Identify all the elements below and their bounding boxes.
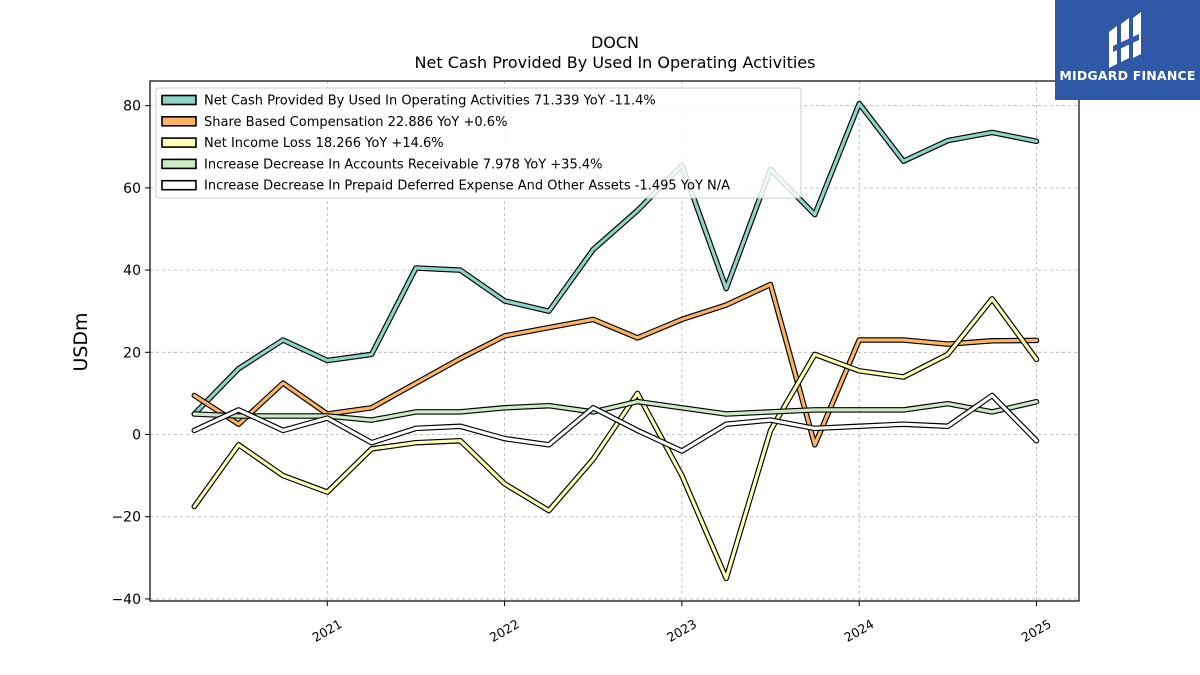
legend-item: Share Based Compensation 22.886 YoY +0.6… [161,115,507,130]
y-tick-label: 80 [123,99,141,115]
chart-title: DOCN [591,33,639,52]
legend-label: Increase Decrease In Prepaid Deferred Ex… [204,179,730,194]
x-axis: 2021 2022 2023 2024 2025 [310,601,1054,645]
legend-swatch [161,116,197,127]
x-tick-label: 2021 [310,616,345,645]
series-line [192,297,1039,581]
brand-logo: MIDGARD FINANCE [1055,0,1200,100]
y-tick-label: 60 [123,181,141,197]
series-lines [191,100,1040,582]
x-tick-label: 2025 [1019,616,1054,645]
plot-frame [149,80,1080,602]
legend-swatch [161,94,197,106]
series-2 [191,296,1040,582]
series-line [192,282,1039,447]
logo-mark-icon [1109,12,1141,68]
legend-label: Net Cash Provided By Used In Operating A… [204,94,656,109]
legend-label: Increase Decrease In Accounts Receivable… [204,157,602,172]
legend-item: Net Income Loss 18.266 YoY +14.6% [161,136,444,151]
series-line [192,400,1039,422]
legend: Net Cash Provided By Used In Operating A… [155,87,802,199]
brand-name: MIDGARD FINANCE [1059,68,1196,83]
y-tick-label: −20 [111,510,141,526]
series-3 [191,398,1040,423]
legend-box [155,87,802,199]
series-1 [191,281,1040,448]
legend-swatch [161,137,197,148]
legend-swatch [161,179,197,191]
chart-subtitle: Net Cash Provided By Used In Operating A… [415,53,816,72]
y-tick-label: −40 [111,592,141,608]
legend-label: Net Income Loss 18.266 YoY +14.6% [204,136,444,151]
legend-item: Increase Decrease In Prepaid Deferred Ex… [161,179,730,194]
y-tick-label: 20 [123,345,141,361]
legend-item: Net Cash Provided By Used In Operating A… [161,94,656,109]
x-tick-label: 2024 [841,616,876,645]
x-tick-label: 2023 [664,616,699,645]
series-line [192,393,1039,453]
series-line [192,101,1039,416]
legend-swatch [161,158,197,170]
y-axis-label: USDm [70,312,92,371]
y-tick-label: 0 [132,428,141,444]
y-tick-label: 40 [123,263,141,279]
x-tick-label: 2022 [487,616,522,645]
series-4 [191,392,1040,454]
y-axis: −40 −20 0 20 40 60 80 [111,99,150,608]
series-0 [191,100,1040,417]
legend-label: Share Based Compensation 22.886 YoY +0.6… [204,115,507,130]
legend-item: Increase Decrease In Accounts Receivable… [161,157,602,172]
